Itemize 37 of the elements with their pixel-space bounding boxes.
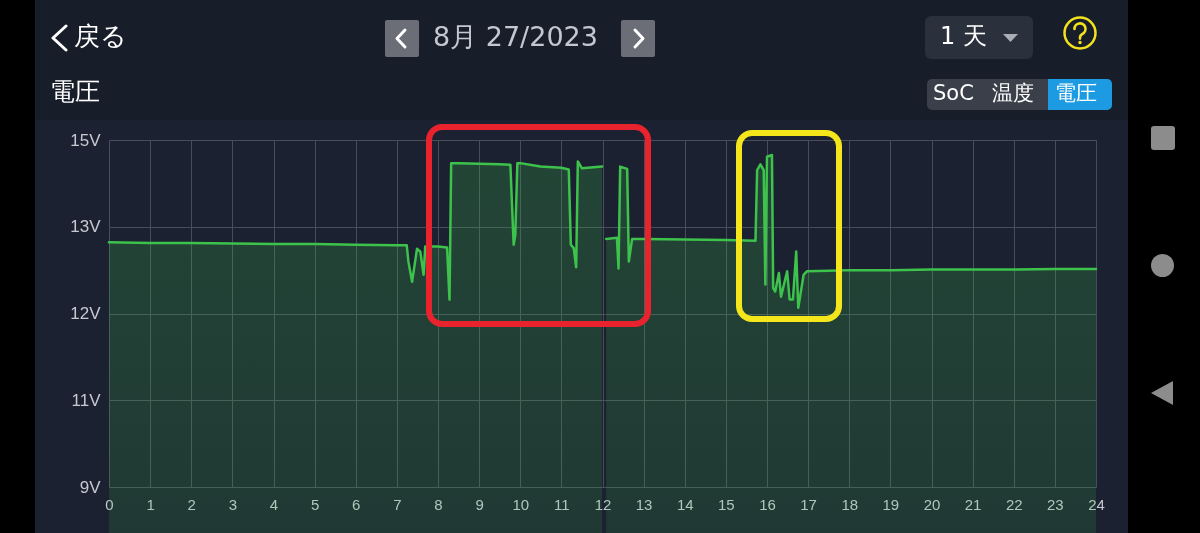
x-tick-label: 18 (841, 495, 859, 513)
x-tick-label: 13 (635, 495, 653, 513)
x-tick-label: 2 (187, 495, 196, 513)
y-tick-label: 12V (70, 304, 102, 323)
x-tick-label: 8 (434, 495, 443, 513)
x-tick-label: 23 (1047, 495, 1064, 513)
x-tick-label: 22 (1005, 495, 1023, 513)
x-tick-label: 16 (759, 495, 776, 513)
x-tick-label: 15 (718, 495, 735, 513)
chart-title: 電圧 (50, 77, 100, 107)
x-tick-label: 17 (800, 495, 817, 513)
x-tick-label: 14 (676, 495, 694, 513)
x-tick-label: 3 (228, 495, 238, 513)
x-tick-label: 12 (594, 495, 612, 513)
x-tick-label: 11 (554, 495, 570, 513)
x-tick-label: 4 (269, 495, 279, 513)
x-tick-label: 9 (475, 495, 484, 513)
x-tick-label: 21 (964, 495, 982, 513)
y-tick-label: 9V (79, 477, 102, 497)
y-tick-label: 11V (71, 390, 102, 410)
x-tick-label: 20 (923, 495, 941, 513)
text: 戻る (74, 21, 127, 52)
text: 温度 (992, 81, 1034, 106)
text: 1 天 (940, 22, 987, 51)
x-tick-label: 19 (882, 495, 900, 513)
x-tick-label: 10 (512, 495, 530, 513)
text: 8月 27/2023 (433, 21, 598, 53)
text: SoC (933, 81, 974, 106)
y-tick-label: 15V (70, 130, 102, 150)
x-tick-label: 24 (1088, 495, 1105, 513)
x-tick-label: 5 (310, 495, 320, 513)
x-tick-label: 1 (146, 495, 155, 513)
text: 電圧 (1055, 81, 1097, 106)
x-tick-label: 0 (105, 495, 114, 513)
x-tick-label: 6 (352, 495, 361, 513)
y-tick-label: 13V (70, 217, 102, 237)
x-tick-label: 7 (393, 495, 402, 513)
